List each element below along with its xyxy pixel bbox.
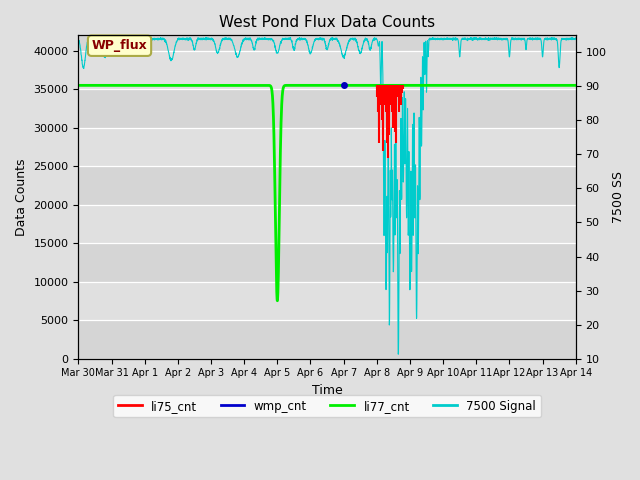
Bar <box>79 166 576 204</box>
Bar <box>79 36 576 51</box>
Legend: li75_cnt, wmp_cnt, li77_cnt, 7500 Signal: li75_cnt, wmp_cnt, li77_cnt, 7500 Signal <box>113 395 541 417</box>
Y-axis label: 7500 SS: 7500 SS <box>612 171 625 223</box>
Bar <box>79 89 576 128</box>
Bar <box>79 243 576 282</box>
Text: WP_flux: WP_flux <box>92 39 147 52</box>
Bar <box>79 320 576 359</box>
Title: West Pond Flux Data Counts: West Pond Flux Data Counts <box>219 15 435 30</box>
Y-axis label: Data Counts: Data Counts <box>15 158 28 236</box>
X-axis label: Time: Time <box>312 384 342 397</box>
